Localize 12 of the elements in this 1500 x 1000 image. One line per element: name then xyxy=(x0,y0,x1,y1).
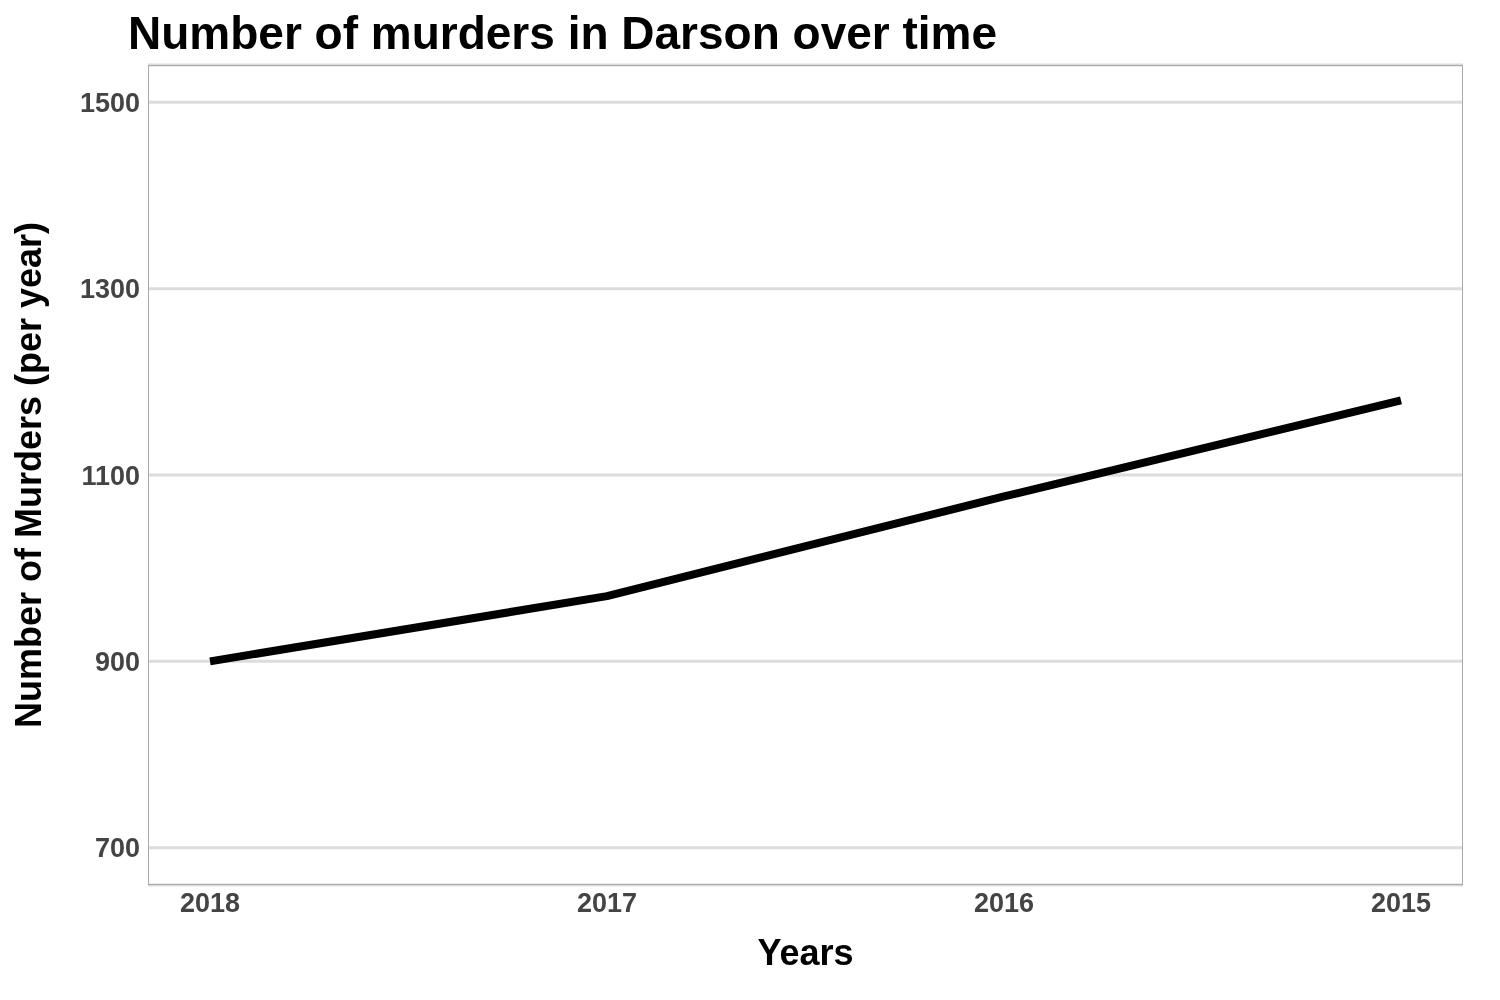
x-tick-label: 2018 xyxy=(179,888,241,919)
y-tick-label: 1100 xyxy=(81,460,140,491)
chart-title: Number of murders in Darson over time xyxy=(127,7,999,60)
y-tick-label: 700 xyxy=(94,833,140,864)
x-tick-label: 2015 xyxy=(1370,888,1432,919)
y-tick-label: 1300 xyxy=(79,274,140,305)
y-axis-title: Number of Murders (per year) xyxy=(7,221,49,729)
y-tick-label: 1500 xyxy=(79,87,140,118)
x-axis-title: Years xyxy=(757,932,854,973)
x-tick-label: 2017 xyxy=(576,888,638,919)
x-tick-label: 2016 xyxy=(973,888,1035,919)
y-tick-label: 900 xyxy=(94,646,140,677)
